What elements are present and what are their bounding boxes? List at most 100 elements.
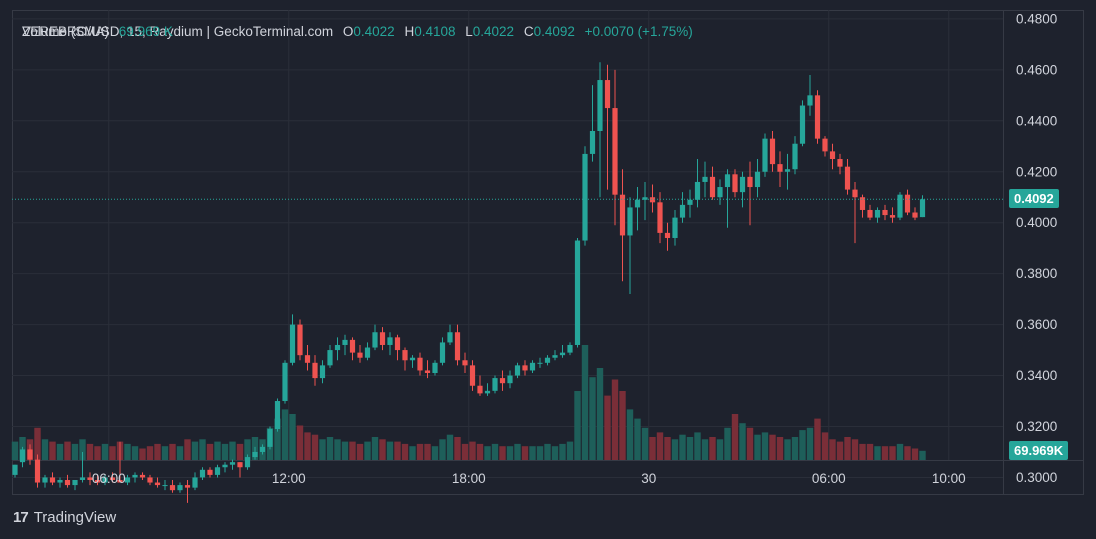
volume-bar	[199, 439, 206, 460]
high-label: H	[404, 24, 415, 39]
x-tick-label: 10:00	[932, 471, 966, 486]
candle-body	[889, 215, 896, 218]
open-value: 0.4022	[353, 24, 395, 39]
candle-body	[409, 357, 416, 361]
tradingview-brand[interactable]: 17 TradingView	[13, 509, 116, 526]
volume-bar	[799, 430, 806, 460]
volume-bar	[169, 443, 176, 460]
volume-bar	[506, 446, 514, 460]
candle-body	[672, 217, 678, 238]
candle-body	[634, 199, 641, 208]
candle-body	[559, 352, 566, 356]
candle-body	[57, 479, 63, 483]
volume-bar	[701, 439, 709, 460]
candle-body	[162, 485, 168, 487]
volume-bar	[304, 432, 311, 460]
x-tick-label: 30	[641, 471, 656, 486]
candle-body	[177, 485, 183, 491]
candle-body	[544, 357, 551, 363]
volume-bar	[281, 409, 289, 460]
candle-body	[687, 199, 693, 205]
volume-bar	[574, 391, 581, 460]
symbol-label[interactable]: ZEREBRO/USD, 15, Raydium | GeckoTerminal…	[22, 24, 334, 39]
candlesticks	[12, 62, 926, 503]
y-tick-label: 0.4800	[1016, 11, 1057, 26]
volume-bar	[746, 427, 754, 460]
volume-bar	[139, 448, 146, 460]
x-tick-label: 12:00	[272, 471, 306, 486]
grid-lines	[12, 10, 1003, 478]
candle-body	[64, 479, 71, 486]
candle-body	[859, 197, 866, 210]
volume-bar	[679, 434, 686, 460]
volume-bar	[386, 441, 394, 460]
candle-body	[124, 477, 131, 483]
volume-bar	[656, 432, 664, 460]
volume-bar	[566, 441, 574, 460]
candle-body	[904, 194, 911, 213]
candle-body	[319, 365, 326, 379]
candle-body	[642, 197, 648, 200]
volume-bar	[71, 443, 79, 460]
time-axis[interactable]: 06:00 12:00 18:00 30 06:00 10:00	[92, 471, 966, 486]
volume-bar	[296, 425, 304, 460]
candle-body	[469, 365, 476, 386]
volume-bar	[364, 441, 371, 460]
volume-bar	[754, 434, 761, 460]
candle-body	[589, 131, 596, 154]
candle-body	[289, 324, 296, 363]
candle-body	[342, 339, 348, 345]
volume-bar	[664, 437, 671, 460]
volume-bar	[401, 443, 409, 460]
volume-bar	[274, 418, 281, 460]
change-value: +0.0070 (+1.75%)	[584, 24, 693, 39]
volume-bar	[341, 441, 349, 460]
candle-body	[19, 449, 26, 463]
y-tick-label: 0.3000	[1016, 470, 1057, 485]
volume-bar	[611, 379, 619, 460]
candle-body	[274, 401, 281, 430]
volume-bar	[394, 441, 401, 460]
y-tick-label: 0.4400	[1016, 113, 1057, 128]
volume-bar	[836, 441, 844, 460]
candle-body	[447, 332, 453, 343]
candle-body	[702, 176, 708, 182]
candle-body	[192, 477, 198, 488]
volume-bar	[874, 446, 881, 460]
volume-bar	[79, 439, 86, 460]
candle-body	[94, 479, 101, 483]
volume-bar	[64, 441, 71, 460]
volume-bar	[626, 409, 634, 460]
volume-legend-label[interactable]: Volume (SMA)	[22, 24, 110, 39]
y-tick-label: 0.4600	[1016, 62, 1057, 77]
volume-bar	[694, 432, 701, 460]
volume-bar	[896, 443, 904, 460]
candle-body	[679, 204, 686, 218]
plot-border	[12, 10, 1084, 495]
volume-bar	[634, 418, 641, 460]
volume-bar	[424, 443, 431, 460]
candle-body	[897, 194, 903, 218]
candle-body	[139, 474, 146, 478]
volume-bar	[109, 446, 116, 460]
volume-bar	[431, 446, 439, 460]
volume-bar	[244, 439, 251, 460]
price-axis[interactable]: 0.4800 0.4600 0.4400 0.4200 0.4000 0.3800 0.36…	[1016, 11, 1057, 485]
volume-bar	[356, 443, 364, 460]
x-tick-label: 06:00	[812, 471, 846, 486]
candle-body	[12, 464, 18, 475]
candle-body	[717, 187, 723, 198]
candle-body	[724, 174, 731, 188]
x-tick-label: 18:00	[452, 471, 486, 486]
close-value: 0.4092	[533, 24, 575, 39]
candle-body	[282, 362, 288, 402]
candle-body	[147, 477, 153, 483]
candle-body	[199, 469, 206, 478]
volume-bar	[649, 437, 656, 460]
volume-bar	[904, 446, 911, 460]
candle-body	[882, 209, 888, 216]
candle-body	[627, 207, 633, 236]
volume-bar	[191, 441, 199, 460]
volume-bar	[604, 395, 611, 460]
